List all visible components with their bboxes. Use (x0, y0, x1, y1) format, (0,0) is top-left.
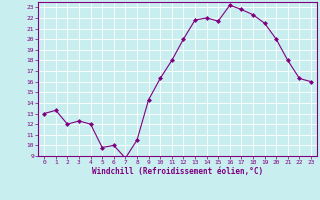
X-axis label: Windchill (Refroidissement éolien,°C): Windchill (Refroidissement éolien,°C) (92, 167, 263, 176)
